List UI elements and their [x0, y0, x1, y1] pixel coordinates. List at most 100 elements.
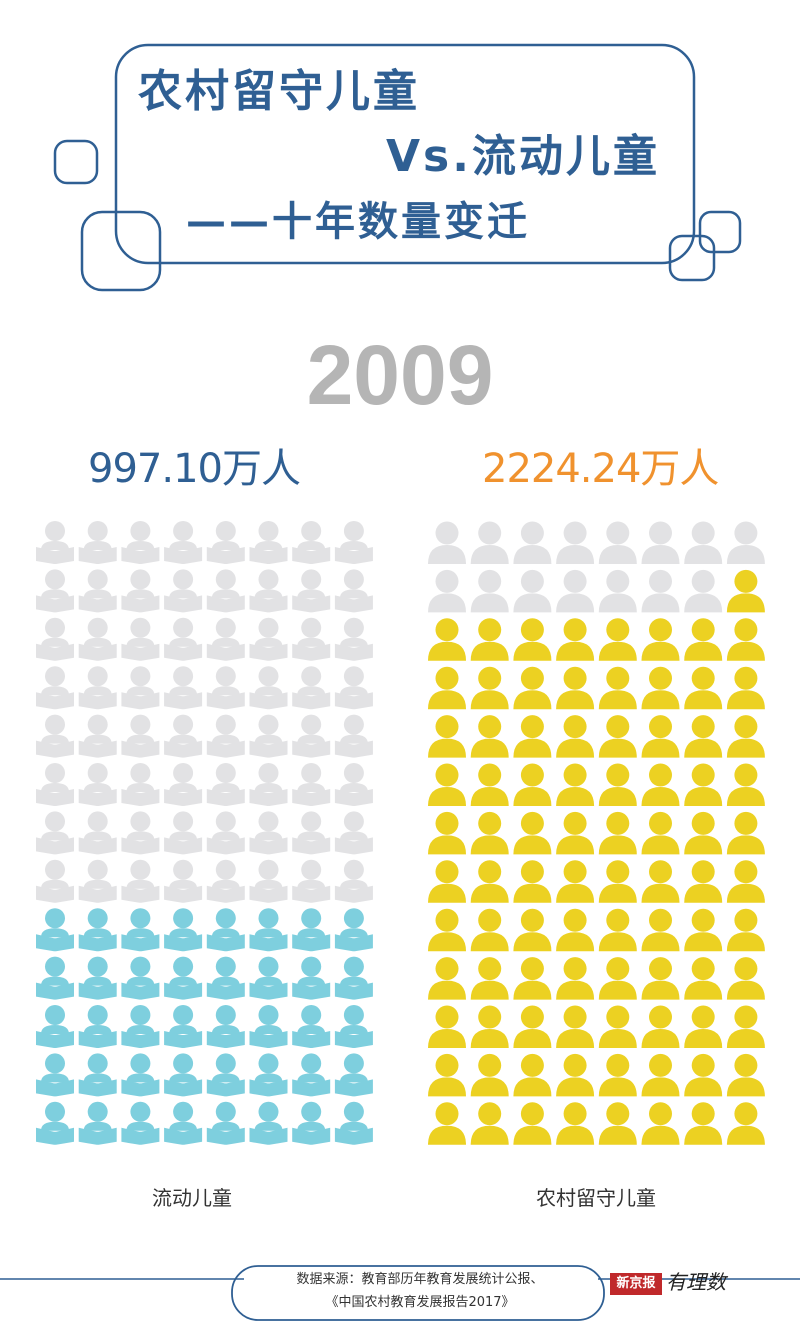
migrant-child-icon-empty [334, 617, 373, 661]
leftbehind-child-icon-filled [428, 1053, 466, 1097]
leftbehind-child-icon-empty [513, 569, 552, 613]
leftbehind-child-icon-filled [726, 715, 765, 758]
decor-square-right-bottom [668, 234, 716, 282]
leftbehind-child-icon-filled [726, 618, 765, 661]
leftbehind-child-icon-filled [684, 666, 723, 710]
migrant-child-icon-filled [164, 1101, 203, 1145]
leftbehind-child-icon-filled [470, 811, 509, 855]
migrant-child-icon-empty [78, 521, 117, 564]
leftbehind-child-icon-filled [684, 1102, 723, 1145]
migrant-child-icon-empty [121, 859, 160, 903]
leftbehind-child-icon-filled [556, 763, 595, 806]
migrant-child-icon-filled [334, 956, 373, 1000]
migrant-child-icon-empty [164, 569, 203, 613]
leftbehind-child-icon-filled [641, 618, 680, 661]
leftbehind-child-icon-filled [470, 715, 509, 758]
migrant-child-icon-empty [334, 859, 373, 903]
migrant-child-icon-filled [121, 1101, 160, 1145]
leftbehind-child-icon-filled [513, 1053, 552, 1097]
leftbehind-child-icon-filled [428, 1005, 466, 1048]
leftbehind-child-icon-filled [428, 618, 466, 661]
leftbehind-child-icon-filled [598, 618, 637, 661]
leftbehind-children-label: 农村留守儿童 [536, 1186, 656, 1210]
migrant-child-icon-filled [334, 1101, 373, 1145]
leftbehind-child-icon-filled [684, 618, 723, 661]
migrant-child-icon-filled [164, 1053, 203, 1097]
leftbehind-child-icon-filled [470, 860, 509, 903]
leftbehind-child-icon-empty [598, 521, 637, 564]
leftbehind-child-icon-filled [428, 1102, 466, 1145]
leftbehind-child-icon-filled [641, 1053, 680, 1097]
migrant-child-icon-filled [249, 1053, 288, 1097]
leftbehind-child-icon-filled [556, 957, 595, 1000]
title-line-2: Vs.流动儿童 [386, 131, 660, 182]
migrant-child-icon-filled [78, 956, 117, 1000]
footer-decor [0, 1265, 800, 1321]
leftbehind-child-icon-filled [513, 957, 552, 1000]
migrant-child-icon-filled [206, 1005, 245, 1048]
migrant-child-icon-filled [121, 1053, 160, 1097]
leftbehind-child-icon-empty [684, 521, 723, 564]
migrant-child-icon-empty [249, 763, 288, 806]
leftbehind-child-icon-filled [470, 908, 509, 952]
leftbehind-child-icon-filled [726, 1053, 765, 1097]
leftbehind-count: 2224.24万人 [482, 446, 719, 492]
migrant-child-icon-empty [292, 666, 331, 710]
logo-script: 有理数 [666, 1270, 726, 1294]
leftbehind-child-icon-filled [428, 666, 466, 710]
leftbehind-child-icon-filled [513, 1005, 552, 1048]
leftbehind-child-icon-filled [556, 1102, 595, 1145]
leftbehind-child-icon-filled [684, 957, 723, 1000]
migrant-child-icon-empty [121, 763, 160, 806]
migrant-child-icon-filled [206, 1101, 245, 1145]
leftbehind-child-icon-empty [428, 569, 466, 613]
migrant-child-icon-filled [164, 956, 203, 1000]
migrant-child-icon-empty [164, 763, 203, 806]
leftbehind-child-icon-filled [513, 811, 552, 855]
decor-square-left-large [80, 210, 162, 292]
leftbehind-child-icon-filled [641, 763, 680, 806]
migrant-child-icon-filled [334, 1053, 373, 1097]
migrant-child-icon-empty [206, 714, 245, 758]
leftbehind-child-icon-filled [598, 957, 637, 1000]
migrant-child-icon-filled [164, 908, 203, 952]
migrant-child-icon-empty [121, 714, 160, 758]
leftbehind-child-icon-filled [556, 1053, 595, 1097]
leftbehind-child-icon-filled [513, 666, 552, 710]
migrant-child-icon-empty [206, 763, 245, 806]
leftbehind-child-icon-empty [556, 521, 595, 564]
migrant-child-icon-empty [164, 617, 203, 661]
migrant-child-icon-empty [78, 666, 117, 710]
migrant-child-icon-filled [206, 956, 245, 1000]
leftbehind-child-icon-empty [428, 521, 466, 564]
leftbehind-child-icon-filled [641, 1102, 680, 1145]
migrant-child-icon-filled [78, 1101, 117, 1145]
leftbehind-child-icon-filled [726, 811, 765, 855]
newspaper-logo: 新京报 [610, 1273, 662, 1295]
leftbehind-child-icon-filled [598, 1102, 637, 1145]
migrant-child-icon-filled [292, 908, 331, 952]
migrant-child-icon-empty [78, 569, 117, 613]
leftbehind-child-icon-filled [684, 811, 723, 855]
migrant-child-icon-empty [334, 521, 373, 564]
migrant-child-icon-empty [334, 569, 373, 613]
migrant-child-icon-empty [292, 714, 331, 758]
leftbehind-child-icon-filled [726, 666, 765, 710]
leftbehind-child-icon-filled [598, 763, 637, 806]
leftbehind-child-icon-filled [598, 715, 637, 758]
migrant-child-icon-empty [206, 521, 245, 564]
leftbehind-child-icon-filled [470, 618, 509, 661]
title-frame-border [114, 43, 696, 265]
migrant-child-icon-filled [121, 1005, 160, 1048]
leftbehind-child-icon-filled [684, 860, 723, 903]
migrant-child-icon-empty [36, 666, 74, 710]
leftbehind-child-icon-filled [641, 957, 680, 1000]
migrant-child-icon-filled [36, 1053, 74, 1097]
migrant-child-icon-filled [292, 1101, 331, 1145]
leftbehind-child-icon-filled [513, 908, 552, 952]
leftbehind-child-icon-filled [641, 715, 680, 758]
leftbehind-child-icon-filled [470, 763, 509, 806]
leftbehind-child-icon-filled [556, 618, 595, 661]
migrant-child-icon-filled [334, 908, 373, 952]
